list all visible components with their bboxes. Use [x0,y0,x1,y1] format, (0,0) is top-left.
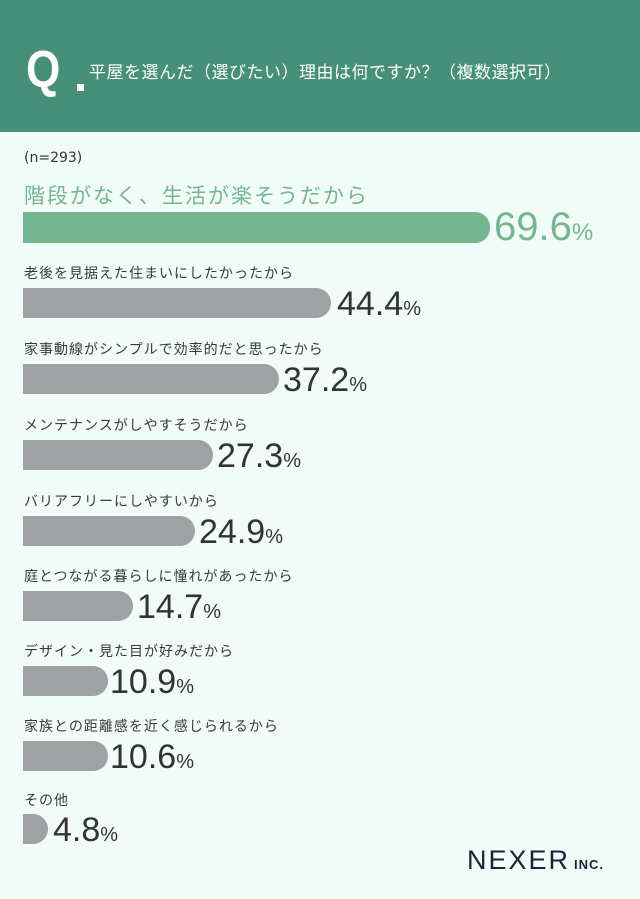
sample-size: (n=293) [24,150,83,166]
row-label: 家族との距離感を近く感じられるから [24,719,279,735]
nexer-logo: NEXER INC. [467,845,605,875]
row-label: デザイン・見た目が好みだから [24,644,234,660]
value-label: 24.9% [199,513,283,551]
value-label: 14.7% [137,588,221,626]
bar [23,741,108,771]
value-label: 44.4% [337,285,421,323]
value-label: 10.9% [110,663,194,701]
row-label: メンテナンスがしやすそうだから [24,418,249,434]
q-mark: Q [26,41,61,99]
question-title: 平屋を選んだ（選びたい）理由は何ですか？（複数選択可） [89,63,562,83]
question-header: Q 平屋を選んだ（選びたい）理由は何ですか？（複数選択可） [0,0,640,132]
row-label: 老後を見据えた住まいにしたかったから [24,266,294,282]
bar [23,288,331,318]
bar [23,516,195,546]
value-label: 4.8% [53,811,119,849]
bar [23,591,133,621]
value-label: 27.3% [217,437,301,475]
row-label: 庭とつながる暮らしに憧れがあったから [24,569,294,585]
value-label: 10.6% [110,738,194,776]
bar [23,440,213,470]
bar [23,212,490,243]
row-label: その他 [24,793,69,809]
row-label: バリアフリーにしやすいから [24,494,219,510]
q-dot [77,84,84,91]
row-label: 階段がなく、生活が楽そうだから [24,184,369,208]
bar [23,666,108,696]
bar [23,814,48,844]
value-label: 37.2% [283,361,367,399]
value-label: 69.6% [494,205,594,249]
row-label: 家事動線がシンプルで効率的だと思ったから [24,342,324,358]
bar [23,364,279,394]
